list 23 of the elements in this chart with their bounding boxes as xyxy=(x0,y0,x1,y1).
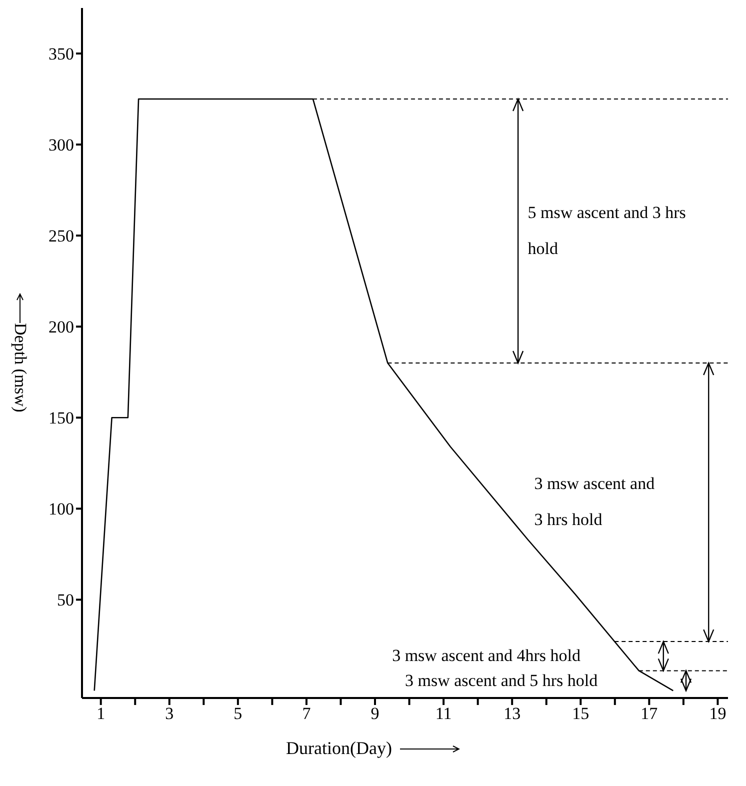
x-tick-label: 13 xyxy=(504,704,521,724)
y-tick-label: 100 xyxy=(48,500,74,519)
x-tick-label: 11 xyxy=(435,704,452,724)
x-tick-label: 15 xyxy=(572,704,590,724)
y-tick-label: 150 xyxy=(48,408,74,428)
annotation: 3 msw ascent and 5 hrs hold xyxy=(405,670,599,691)
x-tick-label: 1 xyxy=(96,704,106,724)
annotation: 5 msw ascent and 3 hrs hold xyxy=(528,202,687,260)
y-tick-label: 250 xyxy=(48,226,74,246)
x-axis-title: Duration(Day) xyxy=(286,738,392,758)
x-tick-label: 3 xyxy=(165,704,174,724)
x-tick-label: 17 xyxy=(640,704,658,724)
x-tick-label: 9 xyxy=(370,704,380,724)
x-tick-label: 5 xyxy=(234,704,242,724)
y-axis-title: Depth (msw) xyxy=(10,323,30,413)
y-tick-label: 300 xyxy=(48,136,74,155)
annotation: 3 msw ascent and 4hrs hold xyxy=(392,646,582,666)
x-tick-label: 7 xyxy=(302,704,312,724)
y-tick-label: 200 xyxy=(48,318,74,337)
y-tick-label: 50 xyxy=(57,590,74,610)
x-tick-label: 19 xyxy=(709,704,726,724)
annotation: 3 msw ascent and 3 hrs hold xyxy=(534,473,656,532)
y-tick-label: 350 xyxy=(48,44,74,64)
